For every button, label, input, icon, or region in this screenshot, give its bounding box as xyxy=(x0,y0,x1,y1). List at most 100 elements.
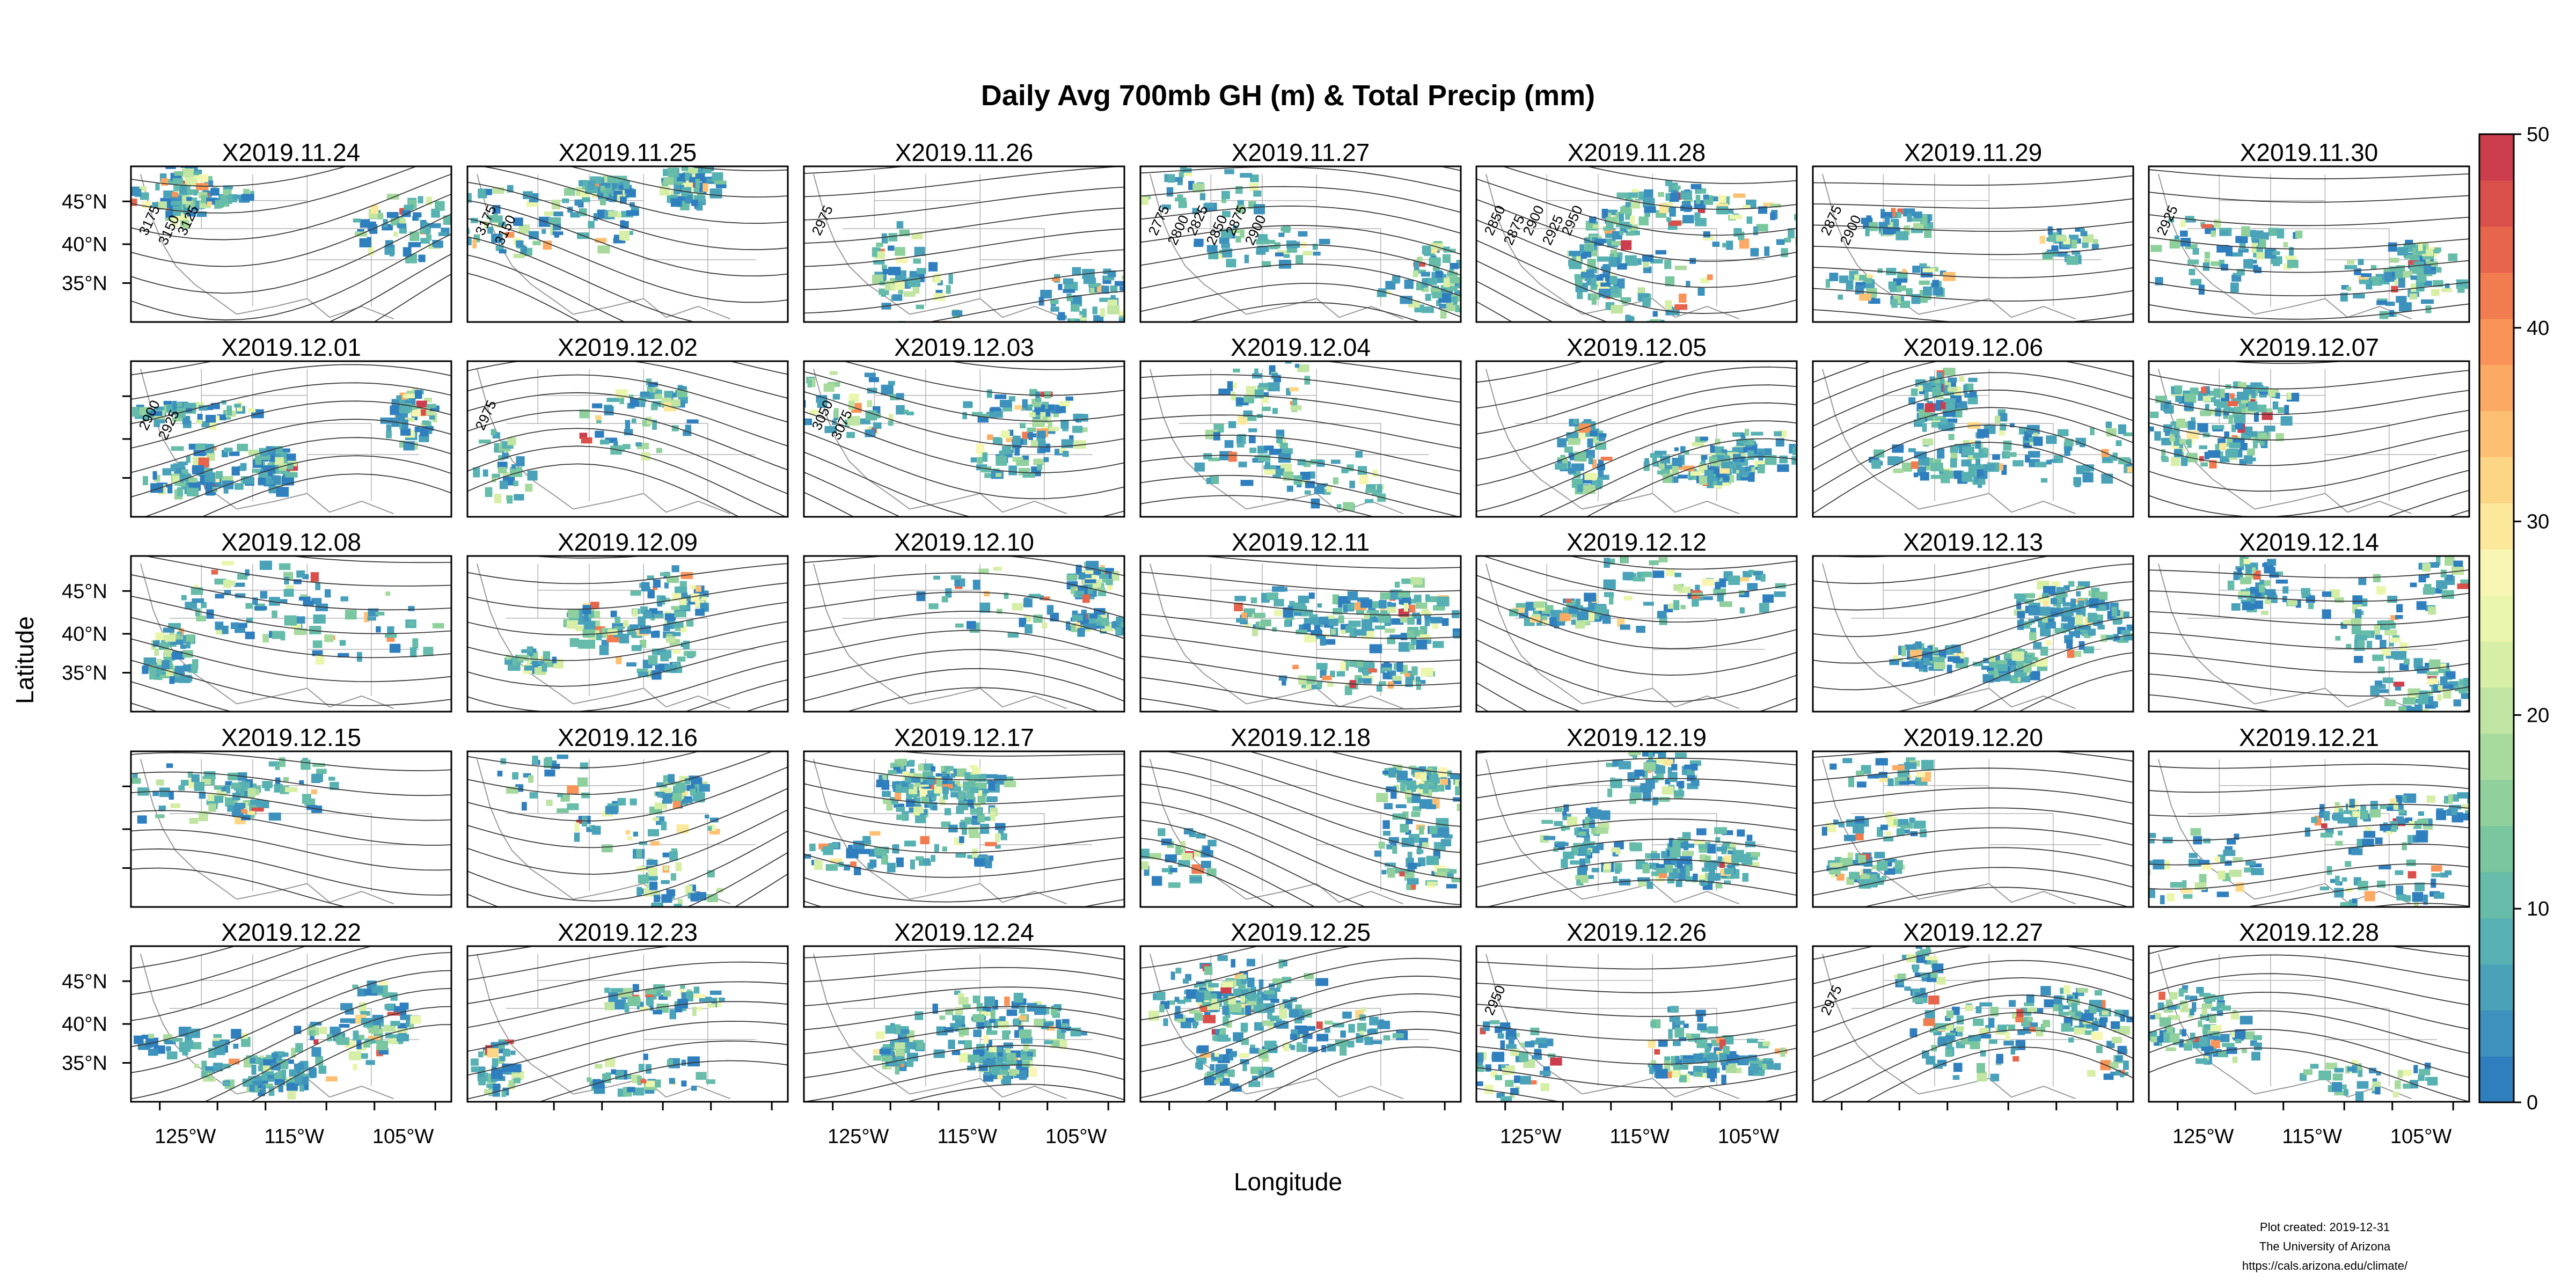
panel-title: X2019.11.26 xyxy=(895,138,1034,166)
precip-cell xyxy=(2282,586,2289,594)
precip-cell xyxy=(952,310,963,316)
precip-cell xyxy=(1916,418,1925,423)
precip-cell xyxy=(2211,261,2223,266)
precip-cell xyxy=(201,602,207,609)
precip-cell xyxy=(430,405,440,411)
precip-cell xyxy=(164,649,172,657)
precip-cell xyxy=(1603,579,1616,590)
precip-cell xyxy=(262,634,269,643)
precip-cell xyxy=(941,596,948,603)
precip-cell xyxy=(2396,296,2407,303)
precip-cell xyxy=(617,194,623,203)
precip-cell xyxy=(2441,288,2452,292)
precip-cell xyxy=(1718,195,1726,203)
precip-cell xyxy=(1622,572,1634,581)
precip-cell xyxy=(702,183,708,192)
precip-cell xyxy=(2457,583,2469,589)
precip-cell xyxy=(1249,436,1256,443)
precip-cell xyxy=(946,285,951,294)
precip-cell xyxy=(1116,617,1124,622)
panel-title: X2019.12.10 xyxy=(894,528,1034,556)
precip-cell xyxy=(1739,238,1750,249)
contour-line xyxy=(131,173,451,240)
precip-cell xyxy=(672,392,677,398)
precip-cell xyxy=(2347,260,2355,265)
precip-cell xyxy=(2445,283,2450,291)
precip-cell xyxy=(987,434,993,440)
precip-cell xyxy=(1449,276,1461,284)
precip-cell xyxy=(972,848,978,858)
precip-cell xyxy=(2023,443,2032,449)
precip-cell xyxy=(1531,614,1541,618)
precip-cell xyxy=(931,794,936,801)
contour-line xyxy=(467,751,701,769)
precip-cell xyxy=(177,487,184,497)
precip-cell xyxy=(1643,762,1656,771)
precip-cell xyxy=(2422,280,2432,286)
precip-cell xyxy=(888,770,897,774)
precip-cell xyxy=(1784,238,1791,243)
precip-cell xyxy=(895,792,902,801)
precip-cell xyxy=(2083,464,2094,472)
precip-cell xyxy=(2344,265,2358,269)
precip-cell xyxy=(1884,216,1890,225)
precip-cell xyxy=(1261,261,1271,267)
precip-cell xyxy=(1220,229,1233,238)
precip-cell xyxy=(1258,383,1269,387)
precip-cell xyxy=(1181,853,1193,860)
precip-cell xyxy=(1598,433,1607,437)
precip-cell xyxy=(2388,242,2397,252)
precip-cell xyxy=(1272,408,1278,414)
precip-cell xyxy=(199,792,206,799)
precip-cell xyxy=(2253,267,2262,273)
precip-cell xyxy=(964,817,972,825)
precip-cell xyxy=(149,672,157,680)
precip-cell xyxy=(1070,304,1080,312)
precip-cell xyxy=(1408,765,1417,770)
precip-cell xyxy=(1008,396,1015,402)
precip-cell xyxy=(1407,852,1413,862)
precip-cell xyxy=(1677,192,1682,200)
precip-cell xyxy=(933,292,946,301)
precip-cell xyxy=(605,806,618,815)
precip-cell xyxy=(613,441,618,449)
contour-line xyxy=(1247,751,1461,801)
precip-cell xyxy=(956,768,967,777)
precip-cell xyxy=(1097,587,1106,592)
precip-cell xyxy=(1411,666,1418,676)
precip-cell xyxy=(205,481,214,486)
precip-cell xyxy=(1642,297,1651,307)
precip-cell xyxy=(1436,271,1443,278)
precip-cell xyxy=(1591,237,1598,243)
precip-cell xyxy=(1106,579,1113,586)
precip-cell xyxy=(2180,457,2188,466)
precip-cell xyxy=(1327,682,1334,687)
precip-cell xyxy=(1111,622,1117,628)
precip-cell xyxy=(1930,474,1943,479)
precip-cell xyxy=(689,177,700,182)
precip-cell xyxy=(1425,596,1438,603)
contour-line xyxy=(804,668,1124,702)
precip-cell xyxy=(544,211,555,216)
precip-cell xyxy=(1435,872,1447,877)
precip-cell xyxy=(1312,244,1318,250)
precip-cell xyxy=(1410,577,1423,585)
precip-cell xyxy=(1716,206,1729,215)
precip-cell xyxy=(633,831,638,837)
precip-cell xyxy=(386,430,392,438)
precip-cell xyxy=(1578,831,1586,836)
precip-cell xyxy=(962,806,969,810)
precip-cell xyxy=(153,419,160,427)
precip-cell xyxy=(1565,598,1571,603)
precip-cell xyxy=(495,245,504,251)
precip-cell xyxy=(1378,681,1386,685)
precip-cell xyxy=(532,240,541,246)
precip-cell xyxy=(1902,269,1907,274)
precip-cell xyxy=(1707,482,1715,488)
precip-cell xyxy=(689,911,694,916)
precip-cell xyxy=(167,484,173,494)
precip-cell xyxy=(1100,308,1106,317)
precip-cell xyxy=(1555,808,1563,813)
precip-cell xyxy=(311,773,323,782)
precip-cell xyxy=(1399,871,1405,876)
